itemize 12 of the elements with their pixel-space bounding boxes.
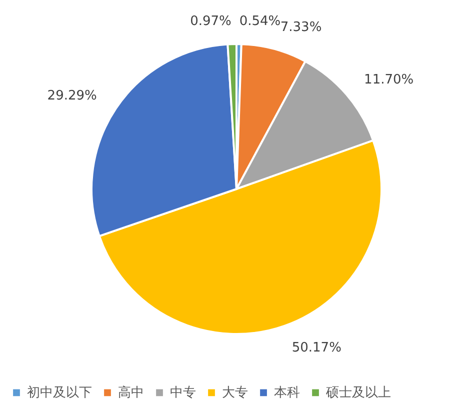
- legend-label: 硕士及以上: [325, 386, 391, 401]
- data-label: 0.54%: [239, 14, 281, 30]
- data-label: 11.70%: [364, 72, 414, 88]
- legend-label: 本科: [274, 386, 300, 401]
- legend-label: 初中及以下: [27, 386, 92, 401]
- data-label: 0.97%: [190, 14, 232, 30]
- legend-label: 大专: [222, 386, 248, 401]
- data-label: 7.33%: [280, 20, 322, 35]
- legend-label: 中专: [170, 386, 196, 401]
- data-label: 29.29%: [47, 88, 97, 104]
- legend-label: 高中: [118, 384, 144, 401]
- data-label: 50.17%: [292, 340, 342, 356]
